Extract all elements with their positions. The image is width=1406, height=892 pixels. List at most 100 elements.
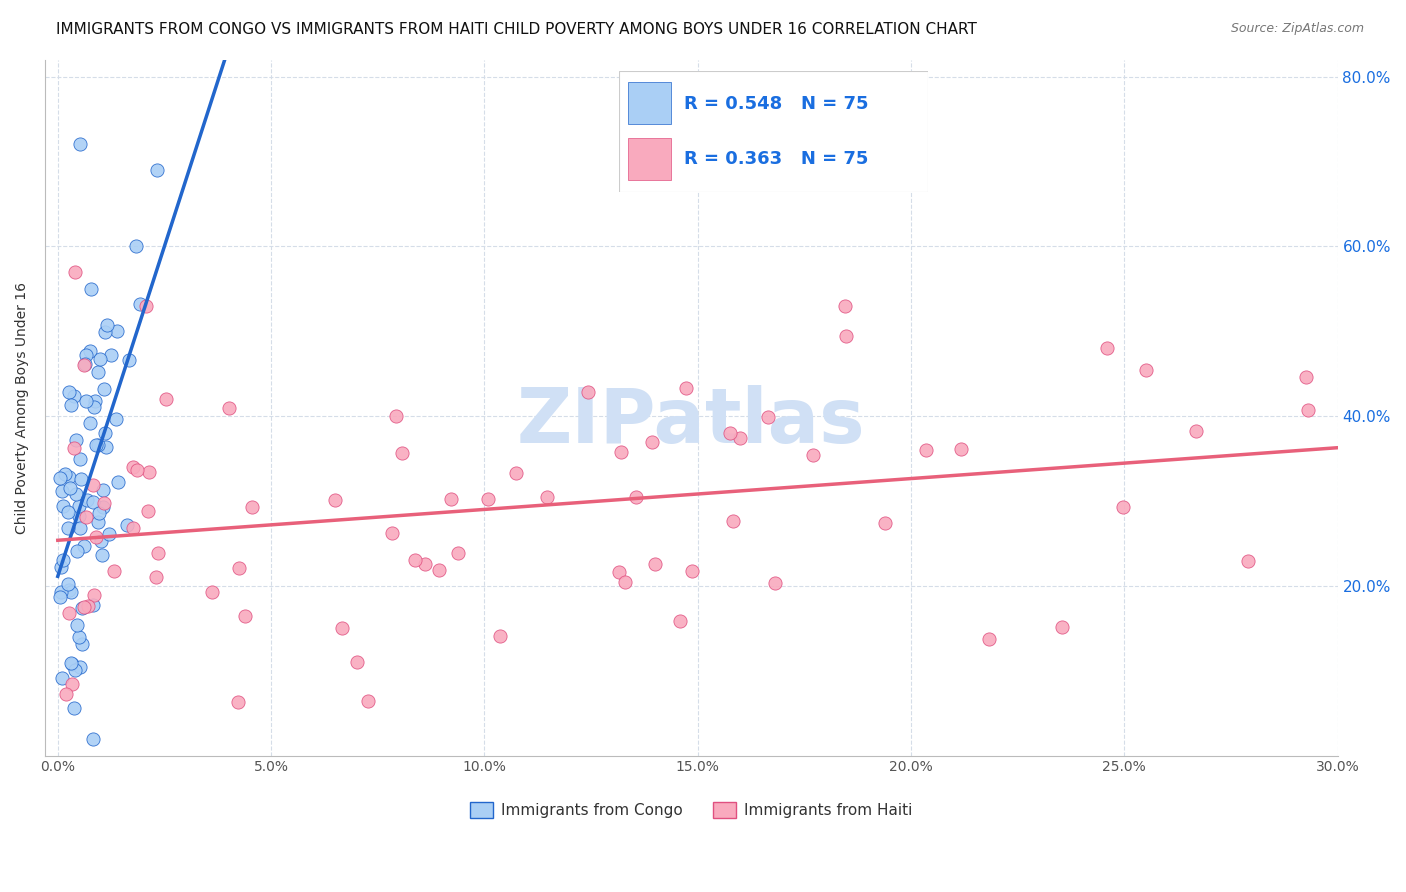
Point <box>413 558 436 572</box>
Point <box>86 366 108 380</box>
Point <box>60 657 83 671</box>
Point <box>624 490 647 504</box>
Point <box>75 394 97 409</box>
Point <box>949 442 972 457</box>
Point <box>1095 341 1118 355</box>
Point <box>668 614 690 628</box>
Point <box>76 493 98 508</box>
Point <box>201 584 224 599</box>
Point <box>91 483 114 498</box>
Point <box>89 351 111 366</box>
Point <box>681 564 703 578</box>
Point <box>641 434 664 449</box>
Point <box>447 545 470 559</box>
Point <box>122 521 145 535</box>
Point <box>58 606 80 620</box>
Point <box>73 358 96 372</box>
Point <box>70 637 93 651</box>
Point <box>87 515 110 529</box>
Point <box>87 437 110 451</box>
Point <box>86 530 108 544</box>
Point <box>763 576 786 591</box>
Point <box>63 265 86 279</box>
Point <box>89 506 111 520</box>
Point <box>121 459 143 474</box>
Point <box>52 499 75 513</box>
Point <box>69 137 91 152</box>
Point <box>728 431 751 445</box>
Point <box>82 477 104 491</box>
Point <box>90 533 112 548</box>
Point <box>79 282 101 296</box>
Text: R = 0.548   N = 75: R = 0.548 N = 75 <box>683 95 868 113</box>
Point <box>79 416 101 430</box>
Text: Source: ZipAtlas.com: Source: ZipAtlas.com <box>1230 22 1364 36</box>
Point <box>240 500 263 515</box>
Point <box>65 487 87 501</box>
Text: IMMIGRANTS FROM CONGO VS IMMIGRANTS FROM HAITI CHILD POVERTY AMONG BOYS UNDER 16: IMMIGRANTS FROM CONGO VS IMMIGRANTS FROM… <box>56 22 977 37</box>
Point <box>58 583 80 598</box>
Point <box>125 239 148 253</box>
Point <box>58 469 80 483</box>
Point <box>325 493 347 508</box>
Point <box>477 492 499 507</box>
Legend: Immigrants from Congo, Immigrants from Haiti: Immigrants from Congo, Immigrants from H… <box>464 797 918 824</box>
Text: ZIPatlas: ZIPatlas <box>517 384 866 458</box>
Text: R = 0.363   N = 75: R = 0.363 N = 75 <box>683 150 868 169</box>
Point <box>69 472 91 486</box>
Point <box>1185 424 1208 438</box>
Point <box>100 348 122 362</box>
Bar <box>628 137 671 179</box>
Point <box>91 548 114 562</box>
Point <box>148 546 170 560</box>
Point <box>58 385 80 400</box>
Point <box>346 655 368 669</box>
Point <box>332 621 354 635</box>
Point <box>60 677 83 691</box>
Point <box>77 599 100 614</box>
Point <box>489 629 512 643</box>
Point <box>675 381 697 395</box>
Point <box>82 598 104 612</box>
Point <box>721 514 744 528</box>
Point <box>62 389 84 403</box>
Point <box>59 398 82 412</box>
Point <box>1052 620 1074 634</box>
Point <box>93 382 115 396</box>
Point <box>718 425 741 440</box>
Point <box>1135 363 1157 377</box>
Point <box>49 471 72 485</box>
Point <box>103 564 125 578</box>
Point <box>91 500 114 514</box>
Point <box>84 438 107 452</box>
Point <box>62 701 84 715</box>
Point <box>65 664 87 678</box>
Point <box>801 448 824 462</box>
Bar <box>628 82 671 124</box>
Point <box>67 508 90 523</box>
Point <box>155 392 177 406</box>
Point <box>440 492 463 507</box>
Point <box>1112 500 1135 515</box>
Point <box>107 475 129 490</box>
Point <box>128 297 150 311</box>
Point <box>391 445 413 459</box>
Point <box>67 630 90 644</box>
Point <box>381 526 404 541</box>
Point <box>56 521 79 535</box>
Point <box>138 465 160 479</box>
Point <box>83 400 105 414</box>
Point <box>66 618 89 632</box>
Point <box>63 441 86 455</box>
Point <box>76 348 98 362</box>
Point <box>1295 369 1317 384</box>
Point <box>127 463 149 477</box>
Point <box>105 412 128 426</box>
Point <box>79 343 101 358</box>
Point <box>96 318 118 332</box>
Point <box>66 544 89 558</box>
Point <box>98 526 121 541</box>
Point <box>84 394 107 409</box>
Point <box>875 516 897 530</box>
Point <box>136 504 159 518</box>
